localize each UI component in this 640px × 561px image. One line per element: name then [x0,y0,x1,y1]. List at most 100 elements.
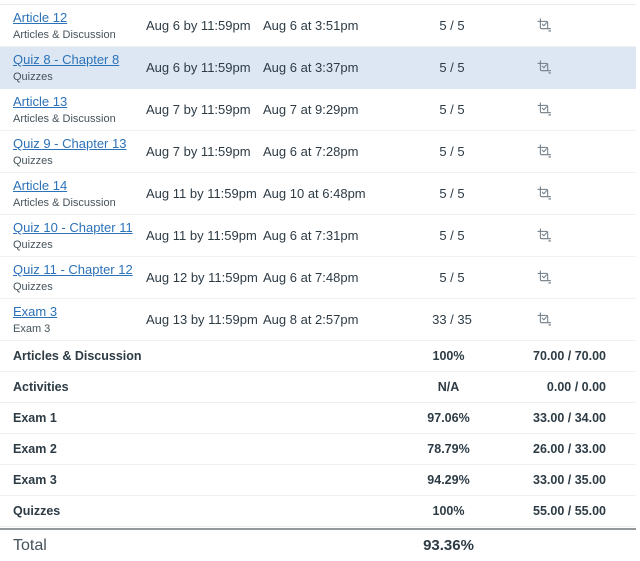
group-percent: 94.29% [427,473,470,487]
group-label: Exam 3 [13,473,57,487]
submitted-date: Aug 6 at 7:48pm [263,270,359,285]
submitted-date: Aug 6 at 3:37pm [263,60,359,75]
due-date: Aug 13 by 11:59pm [146,312,258,327]
score-value: 5 / 5 [439,270,465,285]
group-percent: 78.79% [427,442,470,456]
due-date: Aug 7 by 11:59pm [146,102,251,117]
assignment-name-cell: Quiz 10 - Chapter 11 Quizzes [0,218,146,253]
group-percent: 100% [432,504,465,518]
assignment-name-cell: Article 12 Articles & Discussion [0,8,146,43]
assignment-link[interactable]: Article 14 [13,178,68,194]
assignment-group-label: Articles & Discussion [13,197,116,210]
assignment-link[interactable]: Exam 3 [13,304,58,320]
group-points: 55.00 / 55.00 [533,504,606,518]
due-date: Aug 12 by 11:59pm [146,270,258,285]
due-date: Aug 11 by 11:59pm [146,186,257,201]
assignment-name-cell: Quiz 8 - Chapter 8 Quizzes [0,50,146,85]
assignment-name-cell: Quiz 9 - Chapter 13 Quizzes [0,134,146,169]
group-percent: 100% [432,349,465,363]
group-points: 33.00 / 35.00 [533,473,606,487]
assignment-group-label: Quizzes [13,281,53,294]
status-cell [527,101,636,119]
checkmark-box-icon[interactable] [537,102,552,117]
assignment-row: Exam 3 Exam 3 Aug 13 by 11:59pm Aug 8 at… [0,299,636,341]
score-value: 33 / 35 [432,312,472,327]
status-cell [527,269,636,287]
group-summary-row: Exam 3 94.29% 33.00 / 35.00 [0,465,636,496]
due-date: Aug 11 by 11:59pm [146,228,257,243]
score-value: 5 / 5 [439,186,465,201]
checkmark-box-icon[interactable] [537,228,552,243]
total-percent: 93.36% [423,537,474,554]
assignment-name-cell: Exam 3 Exam 3 [0,302,146,337]
status-cell [527,185,636,203]
assignment-link[interactable]: Quiz 8 - Chapter 8 [13,52,120,68]
grades-table: Article 12 Articles & Discussion Aug 6 b… [0,4,636,561]
assignment-group-label: Articles & Discussion [13,113,116,126]
score-value: 5 / 5 [439,228,465,243]
assignment-name-cell: Article 13 Articles & Discussion [0,92,146,127]
group-percent: N/A [437,380,460,394]
checkmark-box-icon[interactable] [537,270,552,285]
assignment-link[interactable]: Quiz 9 - Chapter 13 [13,136,127,152]
score-value: 5 / 5 [439,144,465,159]
submitted-date: Aug 6 at 7:31pm [263,228,359,243]
assignment-link[interactable]: Quiz 10 - Chapter 11 [13,220,133,236]
due-date: Aug 6 by 11:59pm [146,18,251,33]
submitted-date: Aug 10 at 6:48pm [263,186,366,201]
group-points: 26.00 / 33.00 [533,442,606,456]
status-cell [527,143,636,161]
due-date: Aug 6 by 11:59pm [146,60,251,75]
submitted-date: Aug 7 at 9:29pm [263,102,359,117]
assignment-link[interactable]: Article 13 [13,94,68,110]
checkmark-box-icon[interactable] [537,144,552,159]
assignment-row: Article 12 Articles & Discussion Aug 6 b… [0,5,636,47]
assignment-row: Quiz 9 - Chapter 13 Quizzes Aug 7 by 11:… [0,131,636,173]
group-summary-row: Exam 2 78.79% 26.00 / 33.00 [0,434,636,465]
submitted-date: Aug 6 at 3:51pm [263,18,359,33]
group-percent: 97.06% [427,411,470,425]
checkmark-box-icon[interactable] [537,186,552,201]
group-label: Articles & Discussion [13,349,142,363]
group-summary-rows: Articles & Discussion 100% 70.00 / 70.00… [0,341,636,527]
group-summary-row: Articles & Discussion 100% 70.00 / 70.00 [0,341,636,372]
score-value: 5 / 5 [439,60,465,75]
assignment-row: Article 13 Articles & Discussion Aug 7 b… [0,89,636,131]
submitted-date: Aug 8 at 2:57pm [263,312,359,327]
status-cell [527,17,636,35]
assignment-link[interactable]: Quiz 11 - Chapter 12 [13,262,133,278]
checkmark-box-icon[interactable] [537,18,552,33]
assignment-group-label: Exam 3 [13,323,51,336]
assignment-row: Quiz 11 - Chapter 12 Quizzes Aug 12 by 1… [0,257,636,299]
group-points: 0.00 / 0.00 [546,380,606,394]
assignment-row: Quiz 10 - Chapter 11 Quizzes Aug 11 by 1… [0,215,636,257]
assignment-name-cell: Article 14 Articles & Discussion [0,176,146,211]
group-points: 33.00 / 34.00 [533,411,606,425]
grades-page: Article 12 Articles & Discussion Aug 6 b… [0,4,636,561]
status-cell [527,59,636,77]
checkmark-box-icon[interactable] [537,60,552,75]
submitted-date: Aug 6 at 7:28pm [263,144,359,159]
assignment-group-label: Quizzes [13,239,53,252]
group-summary-row: Exam 1 97.06% 33.00 / 34.00 [0,403,636,434]
group-summary-row: Activities N/A 0.00 / 0.00 [0,372,636,403]
group-label: Exam 1 [13,411,57,425]
assignment-link[interactable]: Article 12 [13,10,68,26]
assignment-group-label: Quizzes [13,155,53,168]
group-label: Quizzes [13,504,61,518]
status-cell [527,311,636,329]
status-cell [527,227,636,245]
score-value: 5 / 5 [439,102,465,117]
group-summary-row: Quizzes 100% 55.00 / 55.00 [0,496,636,527]
score-value: 5 / 5 [439,18,465,33]
total-label: Total [13,536,47,554]
checkmark-box-icon[interactable] [537,312,552,327]
group-label: Activities [13,380,69,394]
assignment-row: Quiz 8 - Chapter 8 Quizzes Aug 6 by 11:5… [0,47,636,89]
assignment-row: Article 14 Articles & Discussion Aug 11 … [0,173,636,215]
group-label: Exam 2 [13,442,57,456]
total-row: Total 93.36% [0,528,636,561]
assignment-rows: Article 12 Articles & Discussion Aug 6 b… [0,5,636,341]
due-date: Aug 7 by 11:59pm [146,144,251,159]
assignment-group-label: Articles & Discussion [13,29,116,42]
